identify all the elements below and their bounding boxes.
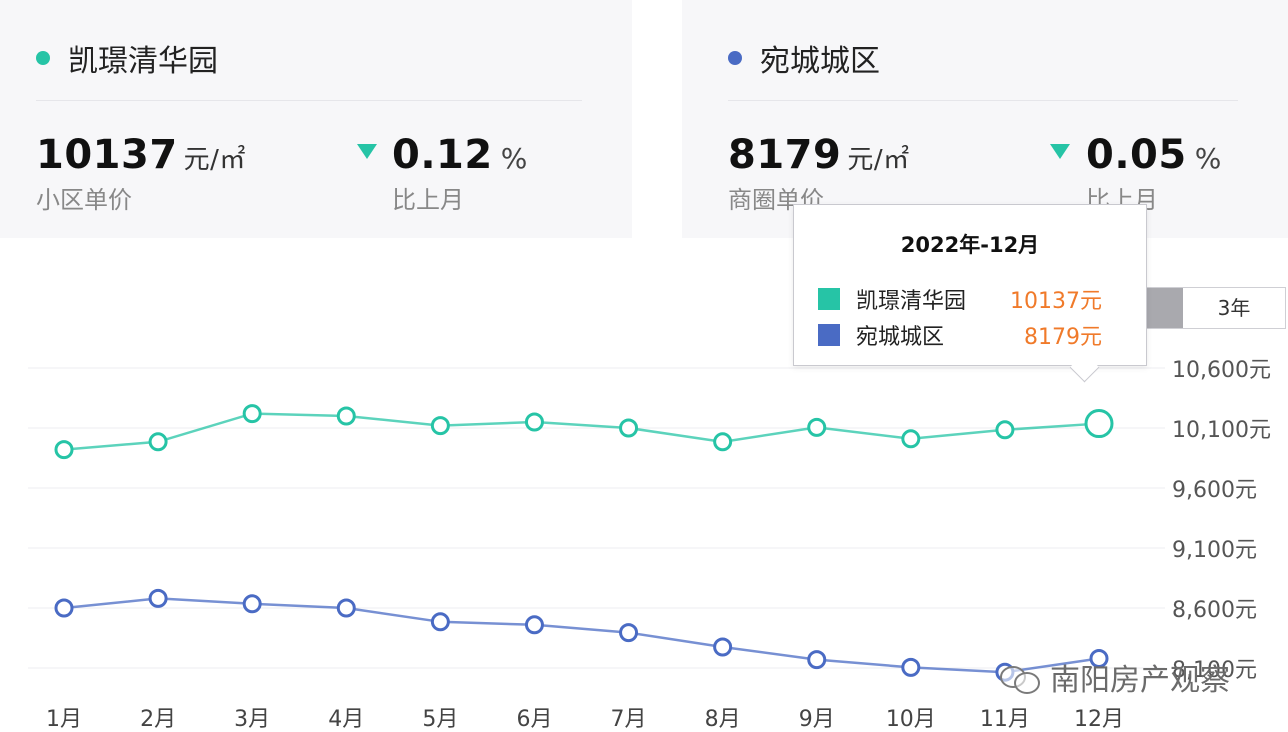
tooltip-series-name: 凯璟清华园 <box>856 289 967 314</box>
range-toggle: 3年 <box>1140 287 1286 329</box>
y-tick-label: 10,600元 <box>1172 358 1271 383</box>
legend-swatch-icon <box>818 288 840 310</box>
tooltip-series-value: 10137元 <box>1010 289 1102 314</box>
data-point[interactable] <box>1084 409 1114 439</box>
unit-price: 10137 元/㎡ <box>36 132 246 178</box>
month-change-unit: % <box>1194 142 1222 175</box>
x-tick-label: 7月 <box>611 707 647 732</box>
data-point[interactable] <box>242 594 262 614</box>
data-point[interactable] <box>148 588 168 608</box>
x-tick-label: 1月 <box>46 707 82 732</box>
month-change: 0.05% <box>1086 132 1222 178</box>
series-points <box>54 404 1114 682</box>
down-triangle-icon <box>1050 144 1070 159</box>
unit-price-label: 小区单价 <box>36 186 132 214</box>
data-point[interactable] <box>524 412 544 432</box>
data-point[interactable] <box>242 404 262 424</box>
month-change: 0.12% <box>392 132 528 178</box>
month-change-value: 0.12 <box>392 132 493 178</box>
data-point[interactable] <box>995 420 1015 440</box>
unit-price-value: 10137 <box>36 132 178 178</box>
tooltip-title: 2022年-12月 <box>900 233 1040 257</box>
unit-price-unit: 元/㎡ <box>847 145 910 175</box>
series-dot-icon <box>728 51 742 65</box>
data-point[interactable] <box>524 615 544 635</box>
tooltip-series-name: 宛城城区 <box>856 325 945 350</box>
data-point[interactable] <box>54 440 74 460</box>
card-title-text: 凯璟清华园 <box>68 44 218 79</box>
card-title: 宛城城区 <box>728 36 880 80</box>
y-axis-ticks: 10,600元 10,100元 9,600元 9,100元 8,600元 8,100元 <box>1172 358 1271 683</box>
series-dot-icon <box>36 51 50 65</box>
y-tick-label: 10,100元 <box>1172 418 1271 443</box>
data-point[interactable] <box>336 598 356 618</box>
card-divider <box>728 100 1238 101</box>
x-tick-label: 5月 <box>422 707 458 732</box>
unit-price-value: 8179 <box>728 132 842 178</box>
x-axis-ticks: 1月 2月 3月 4月 5月 6月 7月 8月 9月 10月 11月 12月 <box>46 707 1124 732</box>
data-point[interactable] <box>901 429 921 449</box>
x-tick-label: 10月 <box>886 707 936 732</box>
range-button-3y[interactable]: 3年 <box>1217 296 1251 320</box>
wechat-icon <box>1000 662 1040 694</box>
chart-tooltip: 2022年-12月 凯璟清华园 10137元 宛城城区 8179元 <box>793 204 1147 366</box>
month-change-label: 比上月 <box>392 186 464 214</box>
data-point[interactable] <box>713 637 733 657</box>
x-tick-label: 3月 <box>234 707 270 732</box>
data-point[interactable] <box>807 417 827 437</box>
data-point[interactable] <box>336 406 356 426</box>
tooltip-row: 凯璟清华园 10137元 <box>818 283 1102 315</box>
range-button-selected[interactable] <box>1141 288 1183 328</box>
data-point[interactable] <box>148 432 168 452</box>
y-tick-label: 8,100元 <box>1172 658 1257 683</box>
card-title: 凯璟清华园 <box>36 36 218 80</box>
grid-lines <box>28 367 1165 669</box>
month-change-value: 0.05 <box>1086 132 1187 178</box>
data-point[interactable] <box>807 650 827 670</box>
x-tick-label: 4月 <box>328 707 364 732</box>
summary-card-district: 宛城城区 8179 元/㎡ 商圈单价 0.05% 比上月 <box>682 0 1288 238</box>
series-line-1 <box>63 412 1100 451</box>
x-tick-label: 2月 <box>140 707 176 732</box>
month-change-unit: % <box>500 142 528 175</box>
data-point[interactable] <box>430 612 450 632</box>
x-tick-label: 11月 <box>980 707 1030 732</box>
legend-swatch-icon <box>818 324 840 346</box>
data-point[interactable] <box>619 623 639 643</box>
y-tick-label: 9,100元 <box>1172 538 1257 563</box>
watermark-text: 南阳房产观察 <box>1050 663 1230 698</box>
tooltip-series-value: 8179元 <box>1024 325 1102 350</box>
data-point[interactable] <box>430 416 450 436</box>
card-divider <box>36 100 582 101</box>
data-point[interactable] <box>901 657 921 677</box>
series-lines <box>63 412 1100 674</box>
data-point[interactable] <box>619 418 639 438</box>
card-title-text: 宛城城区 <box>760 44 880 79</box>
y-tick-label: 8,600元 <box>1172 598 1257 623</box>
summary-card-community: 凯璟清华园 10137 元/㎡ 小区单价 0.12% 比上月 <box>0 0 632 238</box>
down-triangle-icon <box>357 144 377 159</box>
data-point[interactable] <box>54 598 74 618</box>
unit-price: 8179 元/㎡ <box>728 132 910 178</box>
unit-price-unit: 元/㎡ <box>183 145 246 175</box>
x-tick-label: 8月 <box>705 707 741 732</box>
data-point[interactable] <box>713 432 733 452</box>
data-point[interactable] <box>1089 649 1109 669</box>
x-tick-label: 12月 <box>1074 707 1124 732</box>
tooltip-row: 宛城城区 8179元 <box>818 319 1102 351</box>
series-line-2 <box>63 597 1100 674</box>
y-tick-label: 9,600元 <box>1172 478 1257 503</box>
x-tick-label: 6月 <box>516 707 552 732</box>
x-tick-label: 9月 <box>799 707 835 732</box>
watermark: 南阳房产观察 <box>1000 655 1230 699</box>
